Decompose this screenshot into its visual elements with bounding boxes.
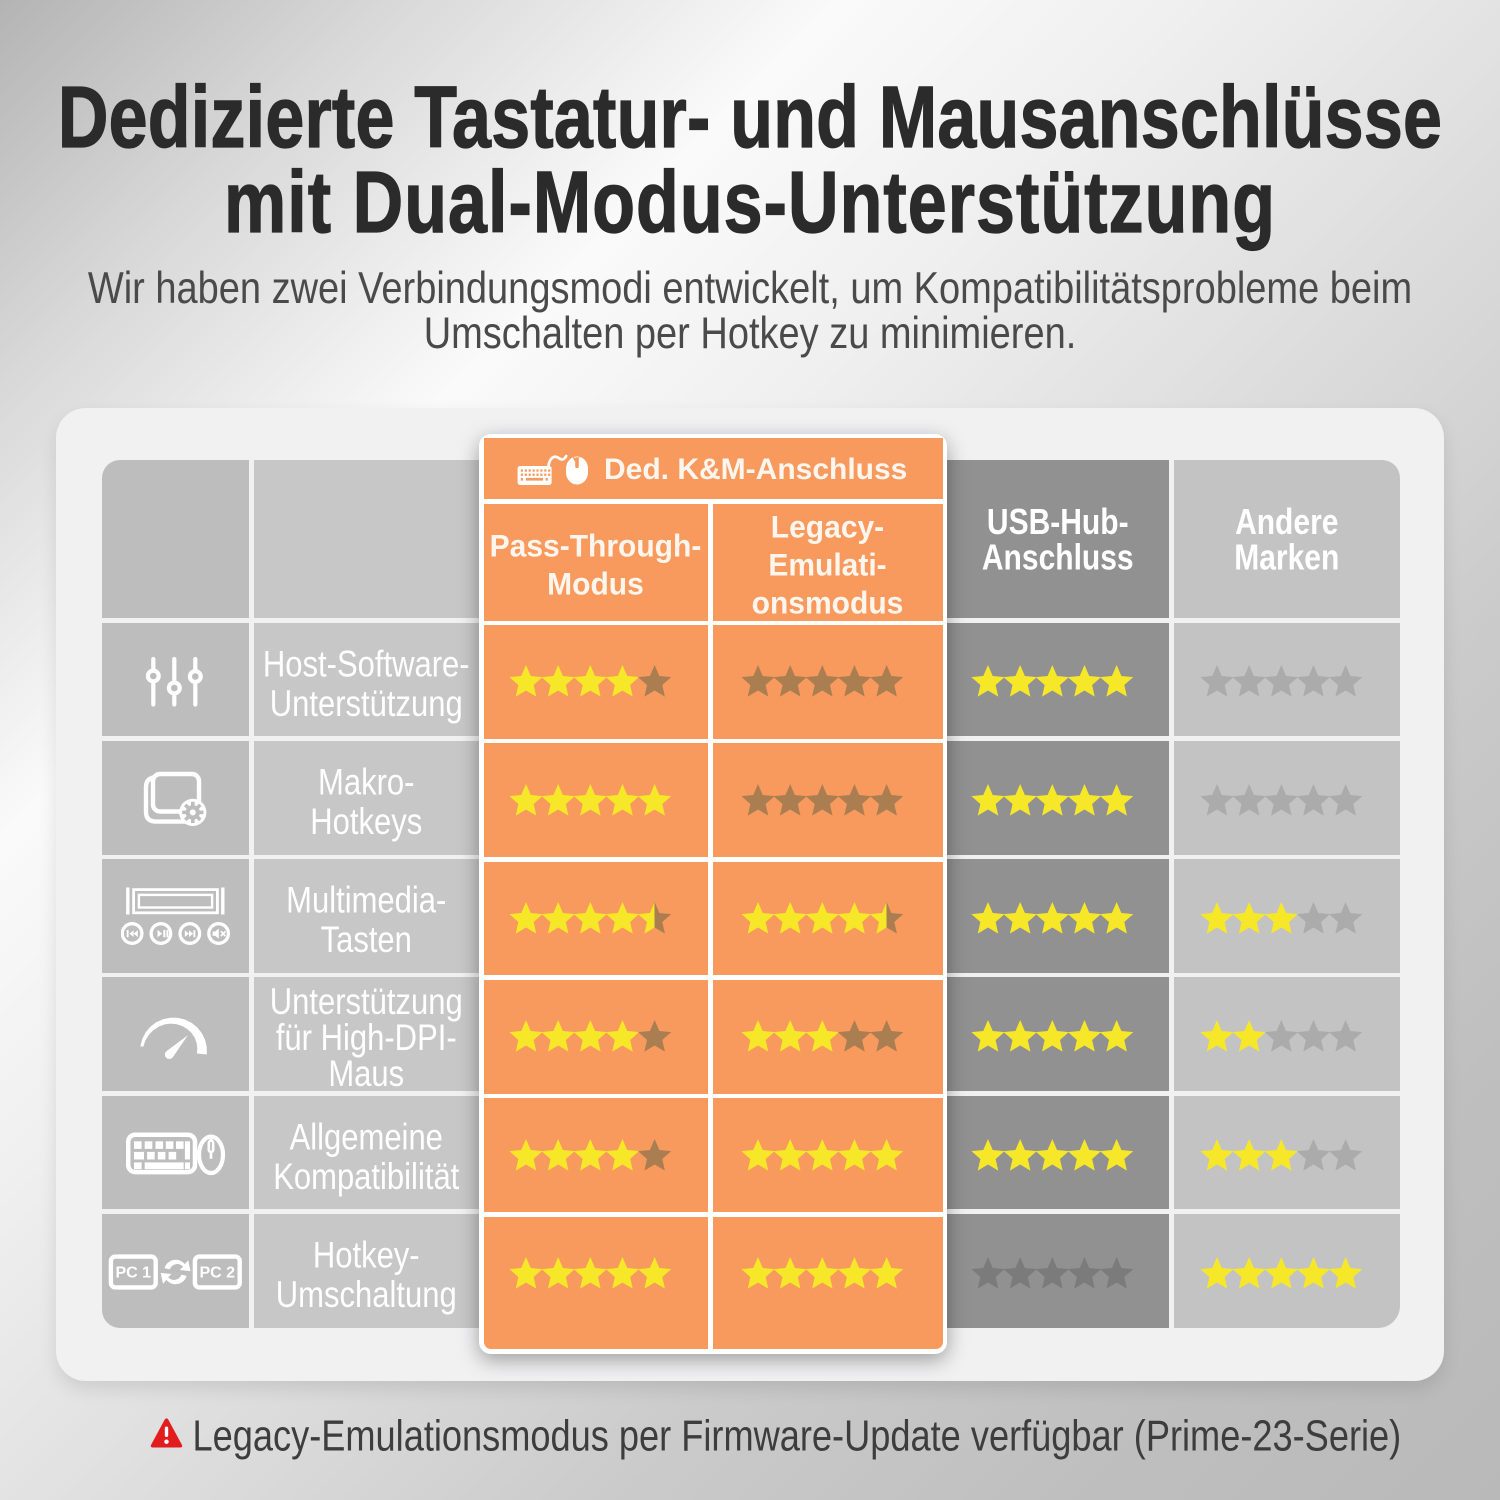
svg-text:PC 2: PC 2 — [200, 1265, 236, 1282]
svg-text:PC 1: PC 1 — [116, 1265, 152, 1282]
